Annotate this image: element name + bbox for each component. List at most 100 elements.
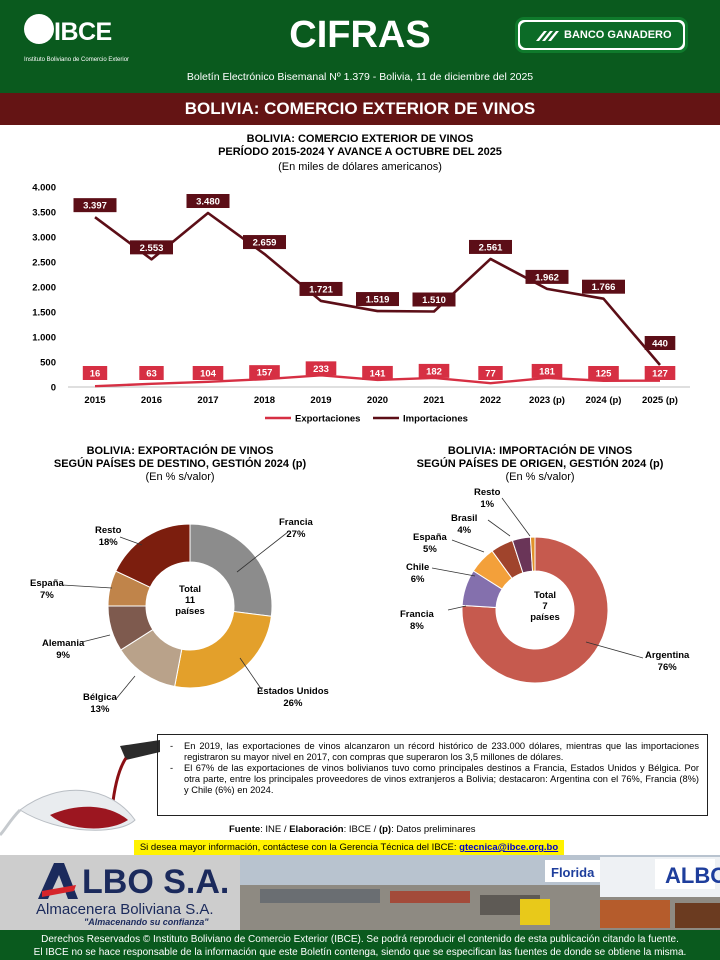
section-title: BOLIVIA: COMERCIO EXTERIOR DE VINOS — [184, 99, 536, 118]
slice-percent: 7% — [40, 590, 54, 601]
import-label-espana: España 5% — [413, 532, 447, 556]
contact-email-link[interactable]: gtecnica@ibce.org.bo — [459, 842, 559, 853]
import-slice-argentina — [461, 536, 609, 684]
data-label-importaciones: 3.397 — [73, 198, 117, 213]
data-label-importaciones: 1.962 — [525, 269, 569, 284]
data-label-text: 16 — [90, 369, 101, 380]
warehouse-photo — [0, 855, 720, 930]
data-label-text: 125 — [596, 369, 613, 380]
contact-bar: Si desea mayor información, contáctese c… — [0, 840, 720, 855]
legend-label: Importaciones — [403, 414, 468, 425]
data-label-text: 181 — [539, 366, 556, 377]
slice-percent: 4% — [457, 525, 472, 536]
slice-name: Argentina — [645, 650, 690, 661]
data-label-box — [531, 363, 563, 378]
slice-name: Resto — [474, 487, 501, 498]
data-label-importaciones: 1.519 — [356, 292, 399, 307]
data-label-box — [130, 240, 173, 255]
footer-line1: Derechos Reservados © Instituto Bolivian… — [41, 934, 679, 945]
y-tick-label: 3.500 — [32, 208, 56, 219]
import-pie-center: Total 7 países — [515, 590, 575, 623]
slice-percent: 27% — [286, 529, 306, 540]
data-label-text: 440 — [652, 339, 668, 350]
x-tick-label: 2017 — [197, 395, 218, 406]
leader-line — [501, 497, 531, 537]
leader-line — [115, 675, 136, 700]
y-tick-label: 1.500 — [32, 308, 56, 319]
y-tick-label: 3.000 — [32, 233, 56, 244]
import-label-brasil: Brasil 4% — [451, 513, 477, 537]
data-label-exportaciones: 233 — [305, 361, 337, 376]
note-item: En 2019, las exportaciones de vinos alca… — [166, 741, 699, 763]
import-pie-units: (En % s/valor) — [505, 471, 575, 483]
data-label-text: 63 — [146, 369, 157, 380]
data-label-text: 3.480 — [196, 197, 220, 208]
bulletin-subtitle: Boletín Electrónico Bisemanal Nº 1.379 -… — [186, 71, 534, 83]
contact-text: Si desea mayor información, contáctese c… — [139, 842, 460, 853]
leader-line — [431, 567, 476, 577]
data-label-box — [305, 361, 337, 376]
data-label-text: 1.766 — [592, 282, 616, 293]
data-label-exportaciones: 63 — [139, 366, 164, 380]
y-tick-label: 4.000 — [32, 183, 56, 194]
wine-glass-image — [0, 740, 160, 840]
data-label-text: 141 — [370, 368, 387, 379]
albo-advertisement[interactable]: LBO S.A. Almacenera Boliviana S.A. "Alma… — [0, 855, 720, 930]
export-label-francia: Francia 27% — [279, 517, 313, 541]
data-label-text: 2.659 — [253, 238, 277, 249]
export-pie-title-line2: SEGÚN PAÍSES DE DESTINO, GESTIÓN 2024 (p… — [53, 458, 307, 470]
x-tick-label: 2020 — [367, 395, 388, 406]
leader-line — [487, 519, 511, 537]
data-label-exportaciones: 77 — [478, 366, 503, 380]
data-label-exportaciones: 104 — [192, 366, 224, 380]
source-line: Fuente: INE / Elaboración: IBCE / (p): D… — [229, 824, 476, 835]
leader-line — [236, 531, 289, 573]
data-label-text: 1.962 — [535, 272, 559, 283]
slice-name: Resto — [95, 525, 122, 536]
albo-full-name: Almacenera Boliviana S.A. — [36, 901, 214, 918]
legend-item: Importaciones — [373, 414, 468, 425]
leader-line — [61, 584, 113, 589]
ibce-logo[interactable]: IBCE Instituto Boliviano de Comercio Ext… — [24, 12, 129, 64]
slice-name: Francia — [279, 517, 313, 528]
x-tick-label: 2016 — [141, 395, 162, 406]
export-label-espana: España 7% — [30, 578, 64, 602]
import-label-francia: Francia 8% — [400, 609, 434, 633]
data-label-text: 104 — [200, 369, 217, 380]
data-label-box — [582, 279, 625, 294]
series-line-exportaciones — [94, 374, 661, 388]
export-label-resto: Resto 18% — [95, 525, 121, 549]
source-label: Fuente — [229, 824, 261, 835]
source-text: : INE / — [260, 824, 290, 835]
data-label-text: 157 — [257, 368, 273, 379]
data-label-text: 1.519 — [366, 295, 390, 306]
export-pie-title-line1: BOLIVIA: EXPORTACIÓN DE VINOS — [86, 445, 274, 457]
data-label-importaciones: 440 — [644, 336, 676, 350]
export-pie-center-line2: 11 — [184, 595, 196, 606]
data-label-importaciones: 2.561 — [469, 239, 512, 254]
data-label-text: 1.721 — [309, 284, 333, 295]
data-label-importaciones: 2.659 — [243, 235, 286, 250]
section-title-bar: BOLIVIA: COMERCIO EXTERIOR DE VINOS — [0, 93, 720, 125]
preliminary-text: : Datos preliminares — [391, 824, 476, 835]
x-tick-label: 2024 (p) — [586, 395, 622, 406]
data-label-box — [73, 198, 117, 213]
y-tick-label: 0 — [51, 383, 56, 394]
export-slice-francia — [189, 523, 273, 617]
line-chart-title-line2: PERÍODO 2015-2024 Y AVANCE A OCTUBRE DEL… — [218, 146, 502, 158]
notes-box: En 2019, las exportaciones de vinos alca… — [157, 734, 708, 816]
slice-percent: 9% — [56, 650, 70, 661]
elaboration-text: : IBCE / — [343, 824, 379, 835]
line-chart: 0 500 1.000 1.500 2.000 2.500 3.000 3.500 4.000 2… — [32, 183, 690, 425]
leader-line — [447, 605, 467, 611]
export-label-belgica: Bélgica 13% — [83, 692, 117, 716]
line-chart-units: (En miles de dólares americanos) — [278, 161, 442, 173]
legend-item: Exportaciones — [265, 414, 360, 425]
bank-logo[interactable]: BANCO GANADERO — [515, 17, 688, 53]
import-pie-chart — [431, 497, 644, 684]
x-tick-label: 2023 (p) — [529, 395, 565, 406]
data-label-text: 127 — [652, 369, 668, 380]
line-chart-title-line1: BOLIVIA: COMERCIO EXTERIOR DE VINOS — [246, 133, 474, 145]
data-label-exportaciones: 127 — [644, 366, 676, 380]
series-line-importaciones — [94, 211, 661, 366]
